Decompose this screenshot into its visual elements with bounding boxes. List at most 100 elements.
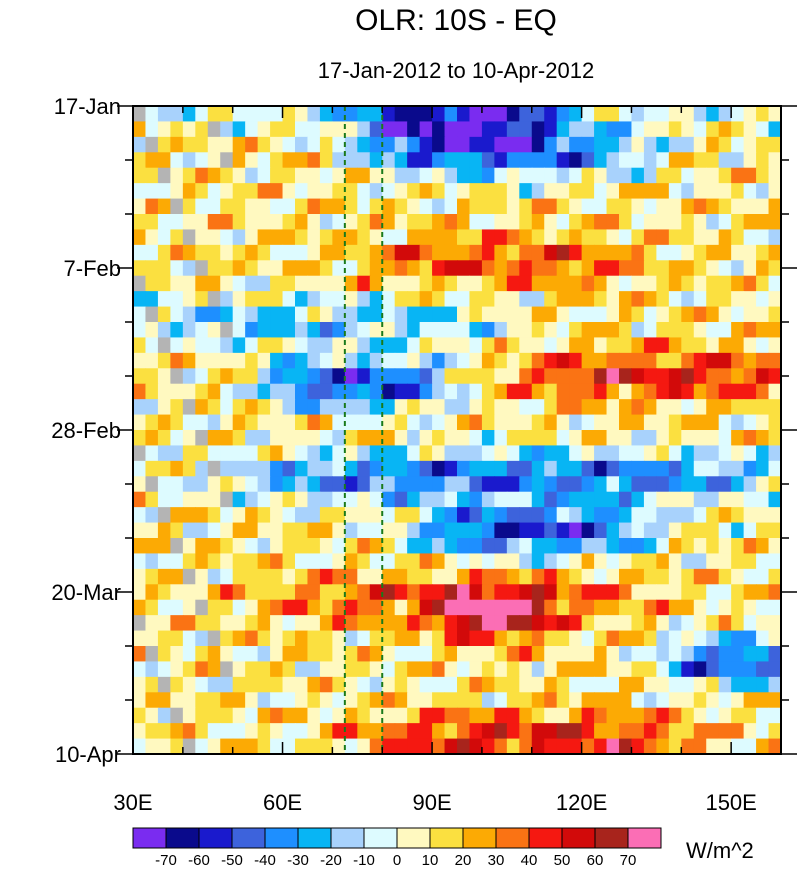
heatmap-cell [594,306,608,323]
heatmap-cell [594,460,608,477]
heatmap-cell [407,306,421,323]
heatmap-cell [232,291,246,308]
heatmap-cell [743,229,757,246]
heatmap-cell [544,244,558,261]
heatmap-cell [643,244,657,261]
heatmap-cell [182,599,196,616]
heatmap-cell [295,661,309,678]
heatmap-cell [145,244,159,261]
heatmap-cell [706,476,720,493]
heatmap-cell [643,723,657,740]
heatmap-cell [295,121,309,138]
heatmap-cell [681,260,695,277]
heatmap-cell [556,460,570,477]
heatmap-cell [631,399,645,416]
heatmap-cell [332,383,346,400]
heatmap-cell [444,491,458,508]
heatmap-cell [544,152,558,169]
heatmap-cell [668,538,682,555]
heatmap-cell [619,707,633,724]
heatmap-cell [631,229,645,246]
heatmap-cell [681,538,695,555]
heatmap-cell [718,414,732,431]
heatmap-cell [170,152,184,169]
heatmap-cell [681,553,695,570]
heatmap-cell [494,430,508,447]
heatmap-cell [706,229,720,246]
heatmap-cell [382,291,396,308]
heatmap-cell [681,121,695,138]
heatmap-cell [394,121,408,138]
heatmap-cell [170,167,184,184]
heatmap-cell [531,244,545,261]
heatmap-cell [432,646,446,663]
heatmap-cell [157,538,171,555]
heatmap-cell [743,306,757,323]
heatmap-cell [544,476,558,493]
heatmap-cell [257,291,271,308]
heatmap-cell [457,306,471,323]
heatmap-cell [681,491,695,508]
heatmap-cell [407,152,421,169]
heatmap-cell [581,723,595,740]
heatmap-cell [631,136,645,153]
heatmap-cell [743,430,757,447]
heatmap-cell [768,615,782,632]
heatmap-cell [257,430,271,447]
heatmap-cell [382,615,396,632]
heatmap-cell [631,692,645,709]
heatmap-cell [718,615,732,632]
heatmap-cell [631,430,645,447]
heatmap-cell [457,491,471,508]
heatmap-cell [444,337,458,354]
heatmap-cell [581,275,595,292]
heatmap-cell [631,661,645,678]
heatmap-cell [394,723,408,740]
heatmap-cell [481,646,495,663]
heatmap-cell [133,630,147,647]
heatmap-cell [232,260,246,277]
heatmap-cell [606,507,620,524]
heatmap-cell [282,538,296,555]
colorbar-swatch [198,827,233,849]
heatmap-cell [220,275,234,292]
heatmap-cell [307,491,321,508]
heatmap-cell [245,538,259,555]
heatmap-cell [731,136,745,153]
heatmap-cell [394,661,408,678]
heatmap-cell [706,167,720,184]
heatmap-cell [556,692,570,709]
heatmap-cell [768,198,782,215]
heatmap-cell [531,707,545,724]
heatmap-cell [643,445,657,462]
heatmap-cell [357,352,371,369]
heatmap-cell [419,229,433,246]
heatmap-cell [606,306,620,323]
heatmap-cell [444,646,458,663]
heatmap-cell [133,723,147,740]
heatmap-cell [668,430,682,447]
heatmap-cell [581,661,595,678]
heatmap-cell [457,599,471,616]
heatmap-cell [344,244,358,261]
heatmap-cell [195,661,209,678]
heatmap-cell [768,260,782,277]
heatmap-cell [332,445,346,462]
heatmap-cell [606,229,620,246]
heatmap-cell [519,568,533,585]
heatmap-cell [731,692,745,709]
heatmap-cell [245,260,259,277]
heatmap-cell [382,460,396,477]
heatmap-cell [257,399,271,416]
heatmap-cell [195,214,209,231]
heatmap-cell [369,291,383,308]
heatmap-cell [319,337,333,354]
heatmap-cell [481,615,495,632]
heatmap-cell [295,183,309,200]
heatmap-cell [170,553,184,570]
heatmap-cell [357,383,371,400]
heatmap-cell [207,198,221,215]
heatmap-cell [319,692,333,709]
heatmap-cell [157,568,171,585]
